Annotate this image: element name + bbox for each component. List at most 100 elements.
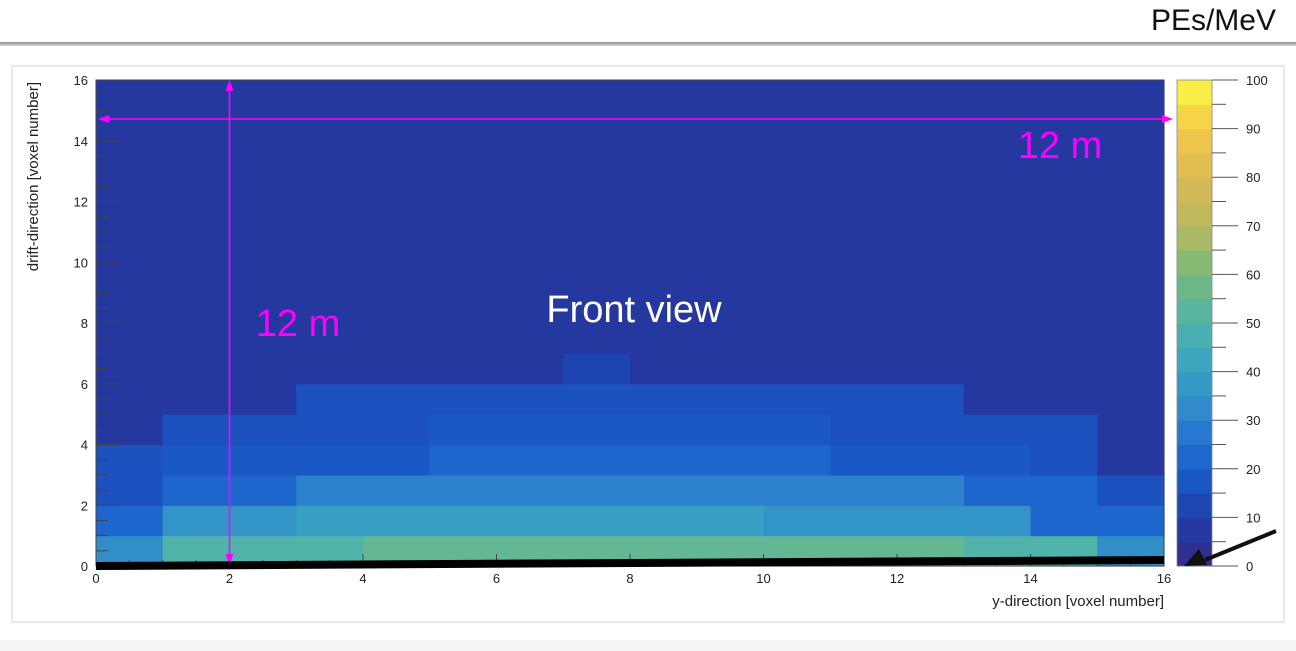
heatmap-cell [496,110,564,142]
heatmap-cell [296,414,364,446]
heatmap-cell [363,171,431,203]
heatmap-cell [630,292,698,324]
heatmap-cell [897,140,965,172]
heatmap-cell [897,231,965,263]
units-label: PEs/MeV [1150,4,1276,37]
heatmap-cell [229,323,297,354]
heatmap-cell [1030,262,1098,294]
heatmap-cell [696,262,765,294]
heatmap-cell [630,110,698,142]
heatmap-cell [496,505,564,537]
x-tick-label: 2 [226,571,233,586]
x-tick-label: 14 [1023,571,1037,586]
heatmap-cell [963,505,1032,537]
heatmap-cell [1097,171,1165,203]
heatmap-cell [830,505,898,537]
heatmap-cell [496,171,564,203]
heatmap-cell [630,444,698,476]
heatmap-cell [1030,80,1098,111]
heatmap-cell [696,444,765,476]
x-tick-label: 16 [1157,571,1171,586]
heatmap-cell [963,323,1032,354]
heatmap-cell [363,262,431,294]
heatmap-cell [630,414,698,446]
heatmap-cell [496,414,564,446]
heatmap-cell [630,171,698,203]
heatmap-cell [897,444,965,476]
heatmap-cell [563,505,631,537]
heatmap-cell [897,505,965,537]
heatmap-cell [897,353,965,385]
heatmap-cell [296,444,364,476]
heatmap-cell [496,140,564,172]
heatmap-cell [963,292,1032,324]
heatmap-cell [296,140,364,172]
heatmap-cell [363,444,431,476]
heatmap-cell [763,201,831,233]
heatmap-cell [763,474,831,506]
heatmap-cell [897,474,965,506]
heatmap-cell [963,474,1032,506]
heatmap-cell [1097,80,1165,111]
heatmap-cell [296,474,364,506]
heatmap-cell [229,474,297,506]
heatmap-cell [897,262,965,294]
heatmap-cell [363,110,431,142]
heatmap-cell [830,201,898,233]
heatmap-cell [963,231,1032,263]
colorbar-segment [1177,225,1212,251]
x-tick-label: 0 [92,571,99,586]
heatmap-cell [963,201,1032,233]
y-tick-label: 6 [81,377,88,392]
heatmap-cell [429,353,498,385]
heatmap-cell [696,323,765,354]
heatmap-cell [630,262,698,294]
vertical-dimension-label: 12 m [256,303,340,345]
colorbar-tick-label: 100 [1246,73,1268,88]
heatmap-cell [229,201,297,233]
x-tick-label: 12 [890,571,904,586]
heatmap-cell [696,383,765,415]
heatmap-cell [563,201,631,233]
heatmap-cell [162,80,231,111]
heatmap-cell [1097,292,1165,324]
heatmap-cell [696,353,765,385]
colorbar-segment [1177,468,1212,494]
heatmap-cell [563,171,631,203]
x-tick-label: 6 [493,571,500,586]
heatmap-cell [630,383,698,415]
heatmap-cell [1030,505,1098,537]
heatmap-cell [496,292,564,324]
heatmap-cell [429,231,498,263]
heatmap-cell [563,474,631,506]
pointer-arrow-line [1204,529,1277,562]
y-tick-label: 0 [81,559,88,574]
horizontal-dimension-label: 12 m [1018,125,1102,167]
heatmap-cell [830,353,898,385]
heatmap-cell [296,262,364,294]
heatmap-cell [229,171,297,203]
heatmap-cell [1030,231,1098,263]
colorbar-tick-label: 70 [1246,219,1260,234]
heatmap-cell [897,80,965,111]
base-bar [96,556,1164,570]
colorbar: 0 10 20 30 40 50 60 70 80 90 100 [1176,73,1268,574]
heatmap-cell [296,505,364,537]
heatmap-cell [1097,140,1165,172]
colorbar-segment [1177,177,1212,202]
heatmap-cell [763,505,831,537]
heatmap-cell [897,292,965,324]
heatmap-cell [162,262,231,294]
heatmap-cell [696,414,765,446]
heatmap-cell [830,474,898,506]
colorbar-segment [1177,80,1212,105]
colorbar-segment [1177,323,1212,348]
heatmap-cell [496,353,564,385]
colorbar-segment [1177,104,1212,130]
heatmap-cell [897,110,965,142]
heatmap-cell [830,80,898,111]
heatmap-cell [363,383,431,415]
front-view-label: Front view [546,289,722,331]
heatmap-cell [963,414,1032,446]
